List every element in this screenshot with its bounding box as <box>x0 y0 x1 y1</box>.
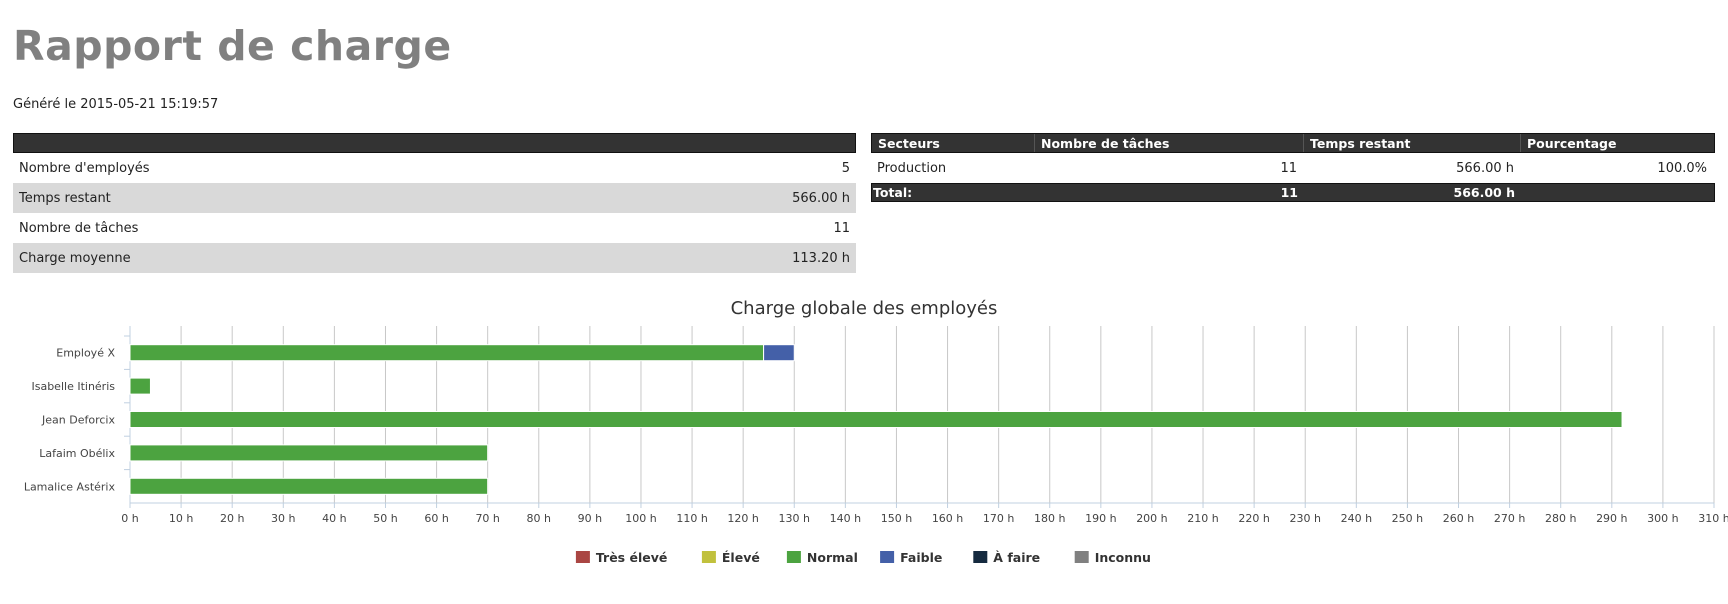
x-tick-label: 80 h <box>527 512 551 525</box>
table-row: Production 11 566.00 h 100.0% <box>871 153 1715 183</box>
legend-item-label: Inconnu <box>1095 550 1151 565</box>
total-empty <box>1521 184 1714 201</box>
total-tasks: 11 <box>1280 185 1298 200</box>
x-tick-label: 190 h <box>1085 512 1116 525</box>
header-task-count: Nombre de tâches <box>1035 134 1304 152</box>
summary-value: 566.00 h <box>792 190 850 206</box>
x-tick-label: 140 h <box>830 512 861 525</box>
x-tick-label: 250 h <box>1392 512 1423 525</box>
sectors-header-row: Secteurs Nombre de tâches Temps restant … <box>871 133 1715 153</box>
sector-name: Production <box>877 160 947 176</box>
legend-item-label: À faire <box>993 550 1040 565</box>
bar-segment <box>129 377 151 395</box>
summary-value: 5 <box>841 160 850 176</box>
y-tick-label: Lafaim Obélix <box>39 447 115 460</box>
legend-swatch <box>701 551 716 563</box>
sector-percent: 100.0% <box>1657 160 1707 176</box>
x-tick-label: 310 h <box>1698 512 1728 525</box>
legend-swatch <box>973 551 988 563</box>
x-tick-label: 60 h <box>424 512 448 525</box>
header-remaining-time: Temps restant <box>1304 134 1521 152</box>
x-tick-label: 50 h <box>373 512 397 525</box>
legend-swatch <box>880 551 895 563</box>
generated-timestamp: Généré le 2015-05-21 15:19:57 <box>13 97 219 112</box>
x-tick-label: 160 h <box>932 512 963 525</box>
x-tick-label: 90 h <box>578 512 602 525</box>
summary-value: 113.20 h <box>792 250 850 266</box>
x-tick-label: 120 h <box>727 512 758 525</box>
summary-label: Temps restant <box>19 190 111 206</box>
x-tick-label: 70 h <box>475 512 499 525</box>
summary-label: Charge moyenne <box>19 250 131 266</box>
total-remaining: 566.00 h <box>1453 185 1516 200</box>
x-tick-label: 260 h <box>1443 512 1474 525</box>
y-tick-label: Jean Deforcix <box>41 414 115 427</box>
summary-row-remaining: Temps restant 566.00 h <box>13 183 856 213</box>
legend-item-label: Très élevé <box>596 550 667 565</box>
y-tick-label: Employé X <box>56 347 115 360</box>
legend-swatch <box>1074 551 1089 563</box>
employee-load-chart: Charge globale des employés 0 h 10 h 20 h 30… <box>24 298 1728 565</box>
x-tick-label: 100 h <box>625 512 656 525</box>
x-tick-label: 240 h <box>1341 512 1372 525</box>
x-tick-label: 30 h <box>271 512 295 525</box>
page-title: Rapport de charge <box>13 22 452 70</box>
summary-value: 11 <box>833 220 850 236</box>
legend-item-label: Élevé <box>722 550 760 565</box>
legend-item-label: Normal <box>807 550 858 565</box>
summary-row-average: Charge moyenne 113.20 h <box>13 243 856 273</box>
x-tick-label: 280 h <box>1545 512 1576 525</box>
total-label: Total: <box>873 185 913 200</box>
legend-swatch <box>786 551 801 563</box>
sectors-table: Secteurs Nombre de tâches Temps restant … <box>871 133 1715 202</box>
bar-segment <box>129 344 765 362</box>
x-tick-label: 220 h <box>1238 512 1269 525</box>
x-tick-label: 170 h <box>983 512 1014 525</box>
bar-segment <box>129 411 1623 428</box>
x-tick-label: 10 h <box>169 512 193 525</box>
bar-segment <box>129 444 489 462</box>
summary-label: Nombre d'employés <box>19 160 150 176</box>
x-tick-label: 0 h <box>121 512 138 525</box>
sectors-total-row: Total: 11 566.00 h <box>871 183 1715 202</box>
x-tick-label: 210 h <box>1187 512 1218 525</box>
header-sectors: Secteurs <box>872 134 1035 152</box>
bar-segment <box>763 344 795 362</box>
header-percentage: Pourcentage <box>1527 136 1617 151</box>
x-tick-label: 200 h <box>1136 512 1167 525</box>
x-tick-label: 270 h <box>1494 512 1525 525</box>
x-tick-label: 110 h <box>676 512 707 525</box>
x-tick-label: 150 h <box>881 512 912 525</box>
x-tick-label: 300 h <box>1647 512 1678 525</box>
y-tick-label: Isabelle Itinéris <box>31 380 115 393</box>
bar-segment <box>129 477 489 495</box>
x-tick-label: 290 h <box>1596 512 1627 525</box>
chart-title: Charge globale des employés <box>731 298 998 319</box>
sector-remaining: 566.00 h <box>1456 160 1514 176</box>
x-tick-label: 130 h <box>779 512 810 525</box>
summary-table: Nombre d'employés 5 Temps restant 566.00… <box>13 133 856 273</box>
sector-tasks: 11 <box>1280 160 1297 176</box>
summary-row-tasks: Nombre de tâches 11 <box>13 213 856 243</box>
x-tick-label: 180 h <box>1034 512 1065 525</box>
x-tick-label: 230 h <box>1289 512 1320 525</box>
y-tick-label: Lamalice Astérix <box>24 480 116 493</box>
legend-swatch <box>575 551 590 563</box>
summary-label: Nombre de tâches <box>19 220 139 236</box>
summary-row-employees: Nombre d'employés 5 <box>13 153 856 183</box>
summary-header <box>13 133 856 153</box>
legend-item-label: Faible <box>900 550 942 565</box>
x-tick-label: 40 h <box>322 512 346 525</box>
x-tick-label: 20 h <box>220 512 244 525</box>
